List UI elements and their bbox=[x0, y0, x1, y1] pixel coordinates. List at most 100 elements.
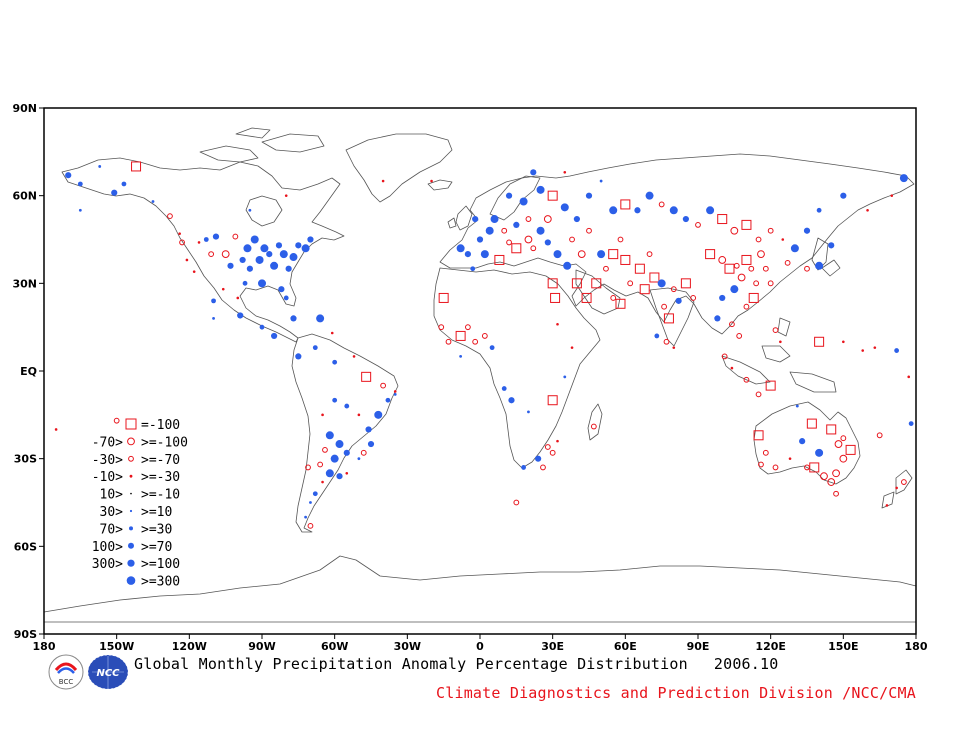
legend-lower-bound: 100> bbox=[92, 540, 123, 555]
station-marker bbox=[799, 438, 806, 445]
legend-symbol bbox=[129, 526, 133, 531]
station-marker bbox=[815, 261, 824, 270]
station-marker bbox=[743, 303, 750, 310]
station-marker bbox=[741, 219, 752, 230]
legend-symbol bbox=[126, 576, 136, 585]
station-marker bbox=[748, 292, 759, 303]
station-marker bbox=[248, 208, 252, 212]
station-marker bbox=[907, 375, 911, 379]
station-marker bbox=[634, 207, 641, 214]
station-marker bbox=[535, 455, 542, 462]
legend-item: 100> >=70 bbox=[92, 540, 173, 555]
station-marker bbox=[321, 413, 324, 417]
station-marker bbox=[645, 191, 654, 200]
lon-label: 90E bbox=[687, 640, 710, 653]
station-marker bbox=[620, 254, 631, 265]
station-marker bbox=[657, 279, 666, 288]
station-marker bbox=[719, 294, 726, 302]
station-marker bbox=[658, 201, 665, 208]
station-marker bbox=[890, 194, 894, 197]
british-isles bbox=[447, 205, 473, 231]
station-marker bbox=[505, 192, 513, 199]
station-marker bbox=[289, 253, 298, 262]
station-marker bbox=[876, 432, 883, 439]
station-marker bbox=[706, 206, 715, 215]
station-marker bbox=[544, 444, 551, 450]
station-marker bbox=[646, 251, 653, 258]
title-main: Global Monthly Precipitation Anomaly Per… bbox=[134, 655, 688, 673]
station-marker bbox=[476, 236, 484, 243]
station-marker bbox=[608, 249, 619, 260]
station-marker bbox=[211, 298, 216, 304]
legend-item: 300> >=100 bbox=[92, 557, 180, 572]
station-marker bbox=[718, 256, 727, 264]
station-marker bbox=[741, 254, 752, 265]
greenland-outline bbox=[345, 133, 453, 203]
station-marker bbox=[456, 244, 465, 253]
station-marker bbox=[550, 292, 561, 303]
station-marker bbox=[178, 232, 181, 235]
station-marker bbox=[357, 457, 361, 461]
station-marker bbox=[470, 266, 476, 272]
station-marker bbox=[279, 250, 288, 259]
station-marker bbox=[599, 179, 603, 183]
station-marker bbox=[748, 265, 755, 272]
station-marker bbox=[192, 270, 196, 273]
station-marker bbox=[581, 292, 592, 303]
station-marker bbox=[806, 418, 817, 429]
station-marker bbox=[250, 235, 259, 244]
station-marker bbox=[556, 439, 559, 443]
station-marker bbox=[295, 242, 302, 249]
station-marker bbox=[563, 375, 567, 379]
station-marker bbox=[393, 392, 397, 396]
station-marker bbox=[753, 280, 760, 287]
station-marker bbox=[758, 461, 764, 468]
lat-label: 60S bbox=[14, 540, 37, 553]
station-marker bbox=[765, 380, 776, 391]
station-marker bbox=[316, 314, 325, 323]
legend-item: -30> >=-70 bbox=[92, 453, 180, 468]
station-marker bbox=[790, 244, 799, 253]
station-marker bbox=[352, 355, 356, 358]
legend-item: 30> >=10 bbox=[100, 505, 173, 520]
lat-label: 90S bbox=[14, 628, 37, 641]
station-marker bbox=[634, 263, 645, 274]
station-marker bbox=[845, 444, 856, 455]
station-marker bbox=[809, 462, 820, 473]
lon-label: 150E bbox=[828, 640, 858, 653]
station-marker bbox=[649, 272, 660, 283]
station-marker bbox=[670, 286, 677, 293]
legend-symbol bbox=[130, 492, 132, 495]
lat-label: EQ bbox=[20, 365, 37, 378]
station-marker bbox=[203, 237, 209, 242]
station-marker bbox=[131, 161, 142, 172]
station-marker bbox=[586, 227, 592, 234]
station-marker bbox=[767, 227, 774, 234]
station-marker bbox=[755, 236, 762, 243]
bcc-logo-text: BCC bbox=[59, 678, 74, 686]
legend-lower-bound: 70> bbox=[100, 522, 124, 537]
station-marker bbox=[755, 391, 762, 398]
station-marker bbox=[332, 397, 338, 403]
station-marker bbox=[501, 227, 508, 234]
legend-symbol bbox=[127, 437, 135, 446]
station-marker bbox=[840, 192, 847, 199]
station-marker bbox=[894, 348, 900, 353]
station-marker bbox=[305, 464, 311, 471]
station-marker bbox=[536, 226, 545, 235]
antarctica-outline bbox=[43, 555, 917, 623]
station-marker bbox=[459, 354, 463, 358]
station-marker bbox=[547, 190, 558, 201]
station-marker bbox=[577, 250, 586, 259]
station-marker bbox=[570, 346, 574, 349]
station-marker bbox=[221, 287, 225, 291]
station-marker bbox=[834, 440, 843, 448]
north-america-outline bbox=[61, 157, 345, 343]
station-marker bbox=[743, 376, 750, 383]
station-marker bbox=[737, 273, 746, 282]
station-marker bbox=[536, 185, 545, 194]
station-marker bbox=[721, 353, 728, 360]
lon-label: 150W bbox=[99, 640, 134, 653]
legend-upper-bound: >=-70 bbox=[141, 453, 180, 468]
station-marker bbox=[283, 295, 289, 301]
